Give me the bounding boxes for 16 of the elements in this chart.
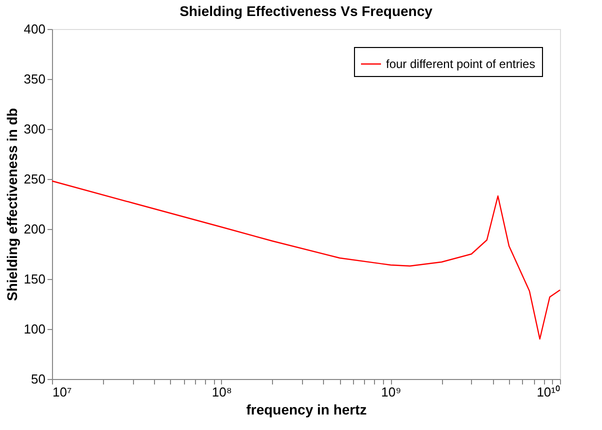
y-axis-title: Shielding effectiveness in db [4,108,20,301]
chart-title: Shielding Effectiveness Vs Frequency [180,3,433,19]
x-tick-label: 10⁸ [212,384,232,400]
y-tick-label: 400 [24,22,46,36]
x-axis-title: frequency in hertz [246,402,367,418]
y-tick-label: 200 [24,222,46,236]
y-tick-label: 100 [24,322,46,336]
y-tick-label: 150 [24,272,46,286]
x-tick-label: 10⁷ [52,384,72,400]
y-tick-label: 250 [24,172,46,186]
y-tick-label: 350 [24,72,46,86]
y-tick-label: 50 [31,372,46,386]
y-tick-label: 300 [24,122,46,136]
legend-label: four different point of entries [386,57,536,71]
x-tick-label: 10¹⁰ [536,384,560,400]
x-tick-label: 10⁹ [381,384,402,400]
